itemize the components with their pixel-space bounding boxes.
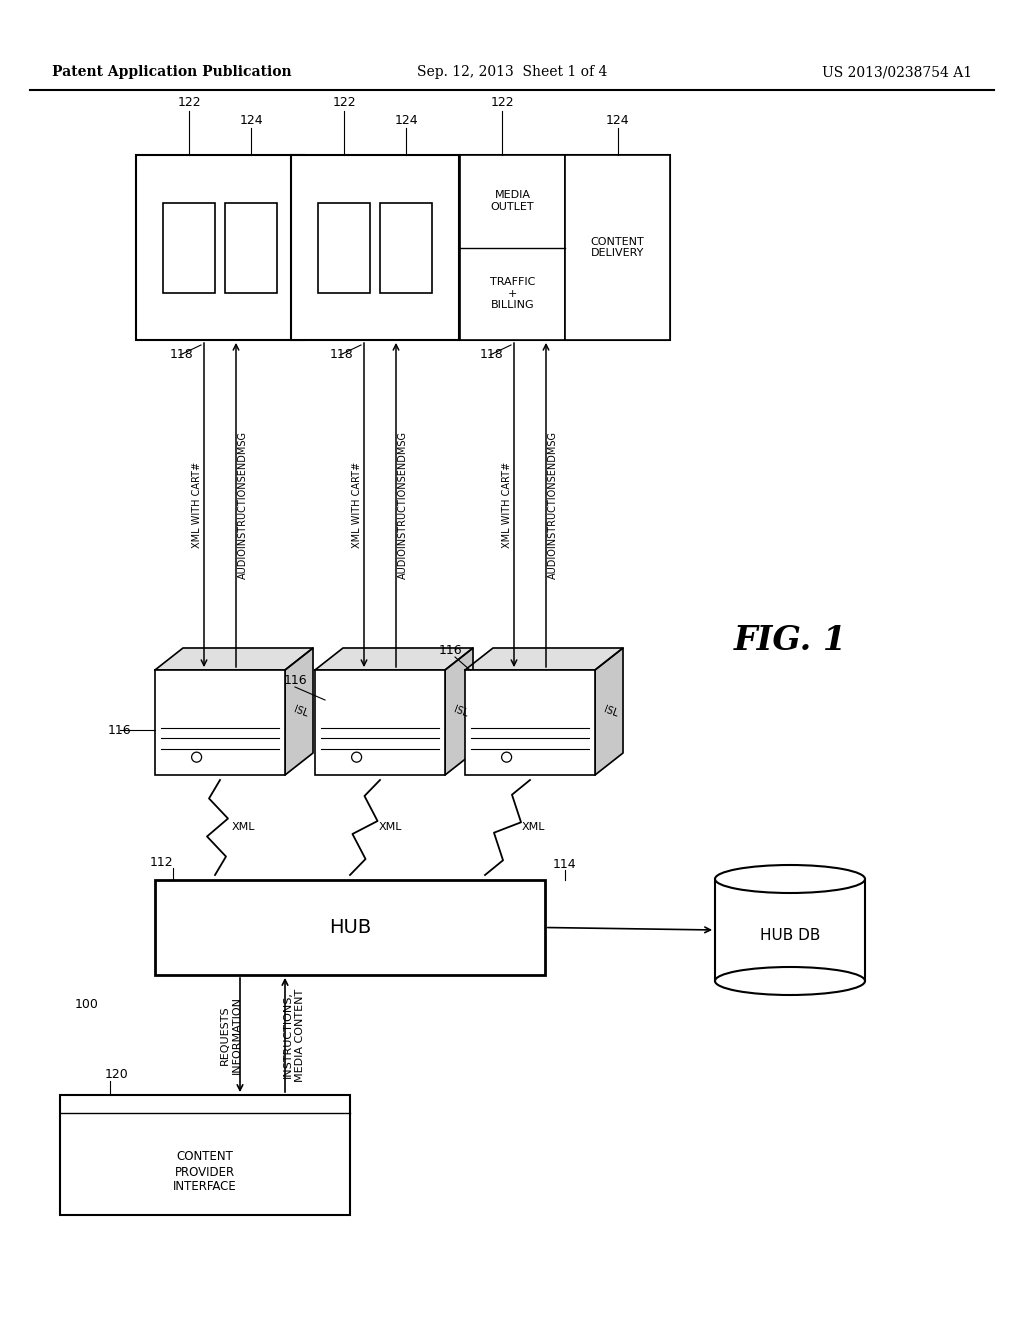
Text: XML WITH CART#: XML WITH CART# xyxy=(352,462,362,548)
Text: US 2013/0238754 A1: US 2013/0238754 A1 xyxy=(822,65,972,79)
Text: XML WITH CART#: XML WITH CART# xyxy=(502,462,512,548)
Text: 124: 124 xyxy=(240,114,263,127)
Ellipse shape xyxy=(715,968,865,995)
Text: 114: 114 xyxy=(553,858,577,871)
Text: 116: 116 xyxy=(284,673,307,686)
Bar xyxy=(291,154,459,341)
Polygon shape xyxy=(285,648,313,775)
Text: XML: XML xyxy=(231,822,255,833)
Text: INSTRUCTIONS,
MEDIA CONTENT: INSTRUCTIONS, MEDIA CONTENT xyxy=(284,989,305,1081)
Text: 116: 116 xyxy=(438,644,462,656)
Circle shape xyxy=(502,752,512,762)
Bar xyxy=(460,154,565,341)
Bar xyxy=(163,202,215,293)
Text: 124: 124 xyxy=(605,114,630,127)
Text: CONTENT
DELIVERY: CONTENT DELIVERY xyxy=(591,236,644,259)
Bar xyxy=(155,880,545,975)
Text: HUB: HUB xyxy=(329,917,371,937)
Circle shape xyxy=(191,752,202,762)
Polygon shape xyxy=(445,648,473,775)
Text: 122: 122 xyxy=(490,96,514,110)
Text: HUB DB: HUB DB xyxy=(760,928,820,942)
Text: Patent Application Publication: Patent Application Publication xyxy=(52,65,292,79)
Text: XML WITH CART#: XML WITH CART# xyxy=(193,462,202,548)
Polygon shape xyxy=(155,648,313,671)
Text: REQUESTS
INFORMATION: REQUESTS INFORMATION xyxy=(220,997,242,1074)
Bar xyxy=(318,202,370,293)
Bar xyxy=(225,202,278,293)
Text: 120: 120 xyxy=(105,1068,129,1081)
Text: 118: 118 xyxy=(170,348,194,362)
Text: AUDIOINSTRUCTIONSENDMSG: AUDIOINSTRUCTIONSENDMSG xyxy=(548,432,558,579)
Text: Sep. 12, 2013  Sheet 1 of 4: Sep. 12, 2013 Sheet 1 of 4 xyxy=(417,65,607,79)
Text: ISL: ISL xyxy=(602,705,620,718)
Bar xyxy=(315,671,445,775)
Bar xyxy=(136,154,304,341)
Text: MEDIA
OUTLET: MEDIA OUTLET xyxy=(490,190,535,213)
Text: 100: 100 xyxy=(75,998,99,1011)
Text: FIG. 1: FIG. 1 xyxy=(733,623,847,656)
Text: 112: 112 xyxy=(150,855,174,869)
Text: 122: 122 xyxy=(177,96,201,110)
Text: 118: 118 xyxy=(330,348,353,362)
Bar xyxy=(380,202,432,293)
Ellipse shape xyxy=(715,865,865,894)
Text: 122: 122 xyxy=(332,96,355,110)
Bar xyxy=(155,671,285,775)
Text: 124: 124 xyxy=(394,114,418,127)
Text: ISL: ISL xyxy=(453,705,470,718)
Text: 118: 118 xyxy=(480,348,504,362)
Polygon shape xyxy=(595,648,623,775)
Bar xyxy=(465,671,595,775)
Text: TRAFFIC
+
BILLING: TRAFFIC + BILLING xyxy=(489,277,536,310)
Text: XML: XML xyxy=(521,822,545,833)
Text: ISL: ISL xyxy=(293,705,309,718)
Polygon shape xyxy=(315,648,473,671)
Text: CONTENT
PROVIDER
INTERFACE: CONTENT PROVIDER INTERFACE xyxy=(173,1151,237,1193)
Bar xyxy=(715,879,865,981)
Bar xyxy=(460,154,670,341)
Text: AUDIOINSTRUCTIONSENDMSG: AUDIOINSTRUCTIONSENDMSG xyxy=(398,432,408,579)
Polygon shape xyxy=(465,648,623,671)
Text: AUDIOINSTRUCTIONSENDMSG: AUDIOINSTRUCTIONSENDMSG xyxy=(238,432,248,579)
Bar xyxy=(60,1096,350,1214)
Text: 116: 116 xyxy=(108,723,132,737)
Bar xyxy=(565,154,670,341)
Text: XML: XML xyxy=(379,822,402,833)
Circle shape xyxy=(351,752,361,762)
